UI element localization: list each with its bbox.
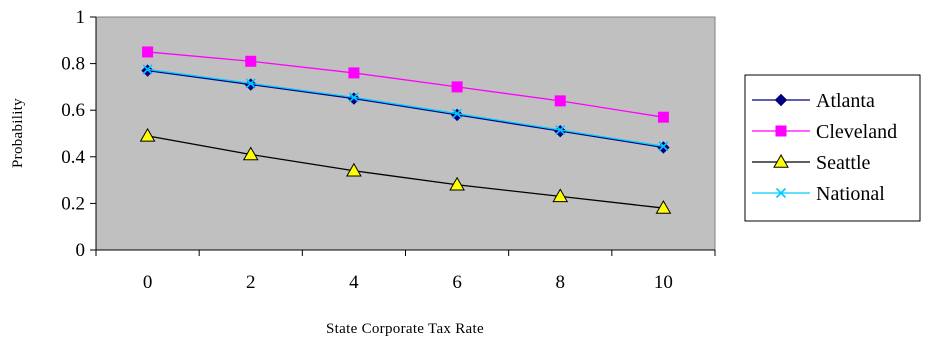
x-tick-label: 10 xyxy=(654,272,673,293)
legend-marker-atlanta xyxy=(774,93,788,107)
y-axis-title: Probability xyxy=(10,98,26,168)
data-point-cleveland xyxy=(348,67,360,79)
axes: 00.20.40.60.810 2 4 6 8 10 xyxy=(61,7,716,293)
data-point-cleveland xyxy=(657,111,669,123)
legend-item-atlanta: Atlanta xyxy=(752,90,875,112)
series-line-atlanta xyxy=(147,69,664,149)
data-point-national xyxy=(245,78,256,89)
series-cleveland xyxy=(142,46,669,123)
x-tick-label: 4 xyxy=(349,272,359,293)
data-point-national xyxy=(142,64,153,75)
y-tick-label: 0.2 xyxy=(61,193,85,214)
data-point-seattle xyxy=(449,176,465,191)
data-point-national xyxy=(658,141,669,152)
plot-area xyxy=(95,16,716,251)
legend-items: Atlanta Cleveland Seattle National xyxy=(752,90,897,205)
y-tick-label: 0.6 xyxy=(61,100,85,121)
x-tick-label: 2 xyxy=(246,272,256,293)
series-atlanta xyxy=(141,64,670,154)
data-point-seattle xyxy=(139,127,156,142)
data-point-cleveland xyxy=(451,81,463,93)
data-point-cleveland xyxy=(554,95,566,107)
legend-item-cleveland: Cleveland xyxy=(752,121,897,143)
data-point-cleveland xyxy=(245,55,257,67)
series-line-seattle xyxy=(147,135,664,209)
legend-item-seattle: Seattle xyxy=(752,152,871,174)
legend-marker-seattle xyxy=(773,153,789,168)
series-layer xyxy=(139,46,672,214)
data-point-seattle xyxy=(552,188,569,203)
data-point-national xyxy=(452,108,463,119)
legend-label-cleveland: Cleveland xyxy=(816,121,897,143)
y-tick-label: 1 xyxy=(76,7,86,28)
data-point-atlanta xyxy=(141,64,154,77)
data-point-seattle xyxy=(346,162,362,177)
data-point-national xyxy=(348,92,359,103)
y-tick-label: 0.8 xyxy=(61,54,85,75)
data-point-seattle xyxy=(242,146,259,161)
x-tick-label: 6 xyxy=(452,272,462,293)
y-tick-label: 0.4 xyxy=(61,147,85,168)
x-tick-label: 0 xyxy=(143,272,153,293)
data-point-seattle xyxy=(655,200,672,214)
x-tick-label: 8 xyxy=(556,272,566,293)
series-line-cleveland xyxy=(147,51,664,118)
y-tick-label: 0 xyxy=(76,240,86,261)
legend-item-national: National xyxy=(752,183,885,205)
data-point-national xyxy=(555,124,566,136)
legend-box xyxy=(744,74,921,222)
legend-label-national: National xyxy=(816,183,885,205)
series-national xyxy=(142,64,669,152)
data-point-cleveland xyxy=(142,46,154,58)
series-line-national xyxy=(147,68,664,147)
legend-label-seattle: Seattle xyxy=(816,152,871,174)
x-axis-title: State Corporate Tax Rate xyxy=(326,321,484,337)
series-seattle xyxy=(139,127,672,214)
legend: Atlanta Cleveland Seattle National xyxy=(744,74,921,222)
legend-label-atlanta: Atlanta xyxy=(816,90,875,112)
legend-marker-national xyxy=(775,187,787,199)
legend-marker-cleveland xyxy=(775,125,787,137)
